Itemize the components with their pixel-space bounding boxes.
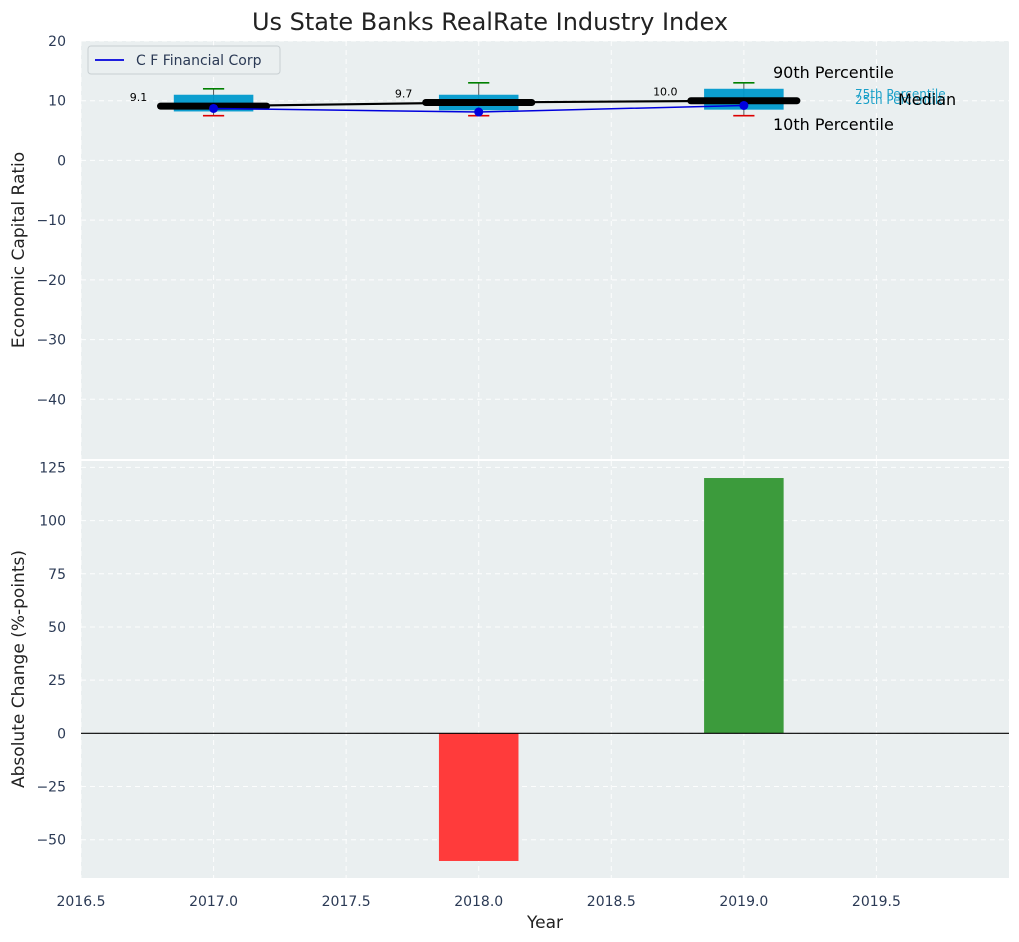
x-tick-label: 2018.0 <box>454 894 503 910</box>
company-point <box>739 100 749 110</box>
x-tick-label: 2019.0 <box>719 894 768 910</box>
x-axis-label: Year <box>526 913 563 933</box>
annotation-25th-percentile: 25th Percentile <box>855 93 946 107</box>
annotation-75th-percentile: 75th Percentile <box>855 87 946 101</box>
legend-label: C F Financial Corp <box>136 53 262 69</box>
change-bar <box>704 478 784 734</box>
x-tick-labels: 2016.5 2017.0 2017.5 2018.0 2018.5 2019.0 2019… <box>57 894 901 910</box>
bottom-y-tick-label: −25 <box>36 780 66 796</box>
top-panel: 20 10 0 −10 −20 −30 −40 Economic Capital Ratio… <box>9 34 1009 459</box>
legend: C F Financial Corp <box>87 45 281 75</box>
bottom-y-tick-label: 25 <box>48 673 66 689</box>
top-y-tick-label: 0 <box>57 153 66 169</box>
x-tick-label: 2018.5 <box>587 894 636 910</box>
annotation-10th-percentile: 10th Percentile <box>773 115 894 134</box>
top-marks: 9.1 9.7 10.0 <box>130 82 801 117</box>
bottom-y-axis-label: Absolute Change (%-points) <box>9 550 29 788</box>
top-gridlines <box>80 40 1009 459</box>
bottom-y-tick-label: 75 <box>48 567 66 583</box>
annotation-median: Median <box>898 90 956 109</box>
median-value-label: 9.7 <box>395 88 413 101</box>
company-point <box>474 107 484 117</box>
top-y-tick-labels: 20 10 0 −10 −20 −30 −40 <box>36 34 66 408</box>
bottom-y-tick-label: 125 <box>39 460 66 476</box>
top-y-tick-label: −20 <box>36 273 66 289</box>
x-tick-label: 2017.5 <box>322 894 371 910</box>
top-y-axis-label: Economic Capital Ratio <box>9 152 29 348</box>
x-tick-label: 2017.0 <box>189 894 238 910</box>
median-value-label: 10.0 <box>653 86 678 99</box>
bottom-marks <box>81 478 1009 861</box>
median-value-label: 9.1 <box>130 91 148 104</box>
top-y-tick-label: −30 <box>36 333 66 349</box>
x-tick-label: 2016.5 <box>57 894 106 910</box>
x-tick-label: 2019.5 <box>852 894 901 910</box>
median-trend-line <box>213 99 744 108</box>
company-point <box>209 103 219 113</box>
percentile-annotations: 90th Percentile 75th Percentile 25th Per… <box>773 63 956 134</box>
bottom-y-tick-label: 50 <box>48 620 66 636</box>
bottom-plot-area <box>81 461 1009 878</box>
top-y-tick-label: −10 <box>36 213 66 229</box>
bottom-y-tick-label: 0 <box>57 726 66 742</box>
change-bar <box>438 733 519 861</box>
top-y-tick-label: −40 <box>36 392 66 408</box>
bottom-y-tick-labels: 125 100 75 50 25 0 −25 −50 <box>36 460 66 848</box>
legend-box <box>87 45 281 75</box>
annotation-90th-percentile: 90th Percentile <box>773 63 894 82</box>
bottom-y-tick-label: 100 <box>39 514 66 530</box>
bottom-y-tick-label: −50 <box>36 833 66 849</box>
bottom-gridlines <box>80 461 1009 878</box>
chart-title: Us State Banks RealRate Industry Index <box>252 8 728 36</box>
top-y-tick-label: 10 <box>48 94 66 110</box>
top-y-tick-label: 20 <box>48 34 66 50</box>
